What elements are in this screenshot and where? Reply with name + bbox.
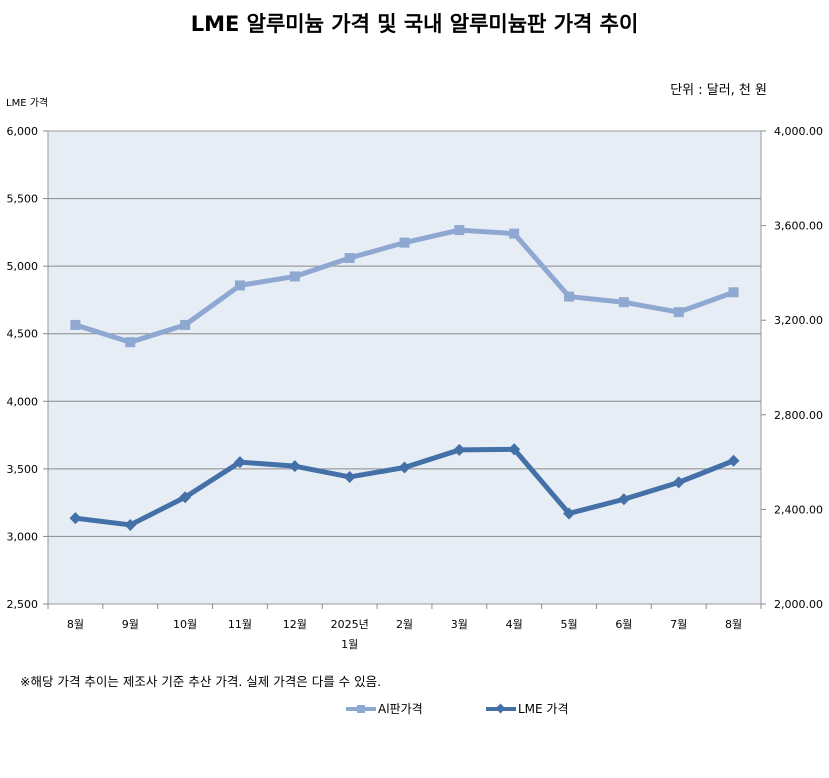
- x-tick-label: 4월: [506, 618, 523, 631]
- x-tick-label: 2025년: [331, 618, 369, 631]
- x-tick-label: 11월: [228, 618, 252, 631]
- unit-label: 단위 : 달러, 천 원: [670, 83, 767, 98]
- right-tick-label: 2,400.00: [774, 503, 823, 516]
- legend-label-al: Al판가격: [378, 702, 423, 716]
- x-tick-label: 12월: [283, 618, 307, 631]
- left-tick-label: 5,000: [7, 260, 39, 273]
- legend-label-lme: LME 가격: [518, 702, 569, 716]
- right-tick-label: 3,200.00: [774, 314, 823, 327]
- left-tick-label: 6,000: [7, 125, 39, 138]
- data-point: [69, 512, 82, 525]
- data-point: [125, 337, 136, 348]
- x-tick-label: 3월: [451, 618, 468, 631]
- left-tick-label: 2,500: [7, 598, 39, 611]
- data-point: [508, 443, 521, 456]
- right-tick-label: 2,000.00: [774, 598, 823, 611]
- data-point: [289, 271, 300, 282]
- chart-title: LME 알루미늄 가격 및 국내 알루미늄판 가격 추이: [190, 12, 639, 36]
- data-point: [454, 225, 465, 236]
- left-tick-label: 4,500: [7, 328, 39, 341]
- data-point: [672, 476, 685, 489]
- data-point: [179, 491, 192, 504]
- line-chart: 2,500 3,000 3,500 4,000 4,500 5,000 5,500 6,000…: [7, 125, 823, 651]
- legend-swatch-al: [346, 703, 376, 715]
- data-point: [343, 470, 356, 483]
- data-point: [618, 297, 629, 308]
- data-point: [563, 507, 576, 520]
- data-point: [728, 287, 739, 298]
- data-point: [344, 253, 355, 264]
- legend-swatch-lme: [486, 703, 516, 715]
- footnote: ※해당 가격 추이는 제조사 기준 추산 가격. 실제 가격은 다를 수 있음.: [20, 674, 382, 689]
- data-point: [509, 228, 520, 239]
- data-point: [124, 518, 137, 531]
- left-tick-label: 3,500: [7, 463, 39, 476]
- data-point: [673, 307, 684, 318]
- left-tick-label: 4,000: [7, 395, 39, 408]
- x-tick-label: 2월: [396, 618, 413, 631]
- legend: Al판가격 LME 가격: [0, 700, 829, 720]
- x-tick-label: 10월: [173, 618, 197, 631]
- legend-item-al: Al판가격: [346, 700, 423, 717]
- x-tick-label: 8월: [725, 618, 742, 631]
- data-point: [234, 280, 245, 291]
- x-tick-label: 6월: [615, 618, 632, 631]
- data-point: [398, 461, 411, 474]
- x-tick-label: 7월: [670, 618, 687, 631]
- left-axis-label: LME 가격: [6, 98, 49, 109]
- data-point: [180, 319, 191, 330]
- x-tick-label: 1월: [341, 638, 358, 651]
- right-tick-label: 3,600.00: [774, 220, 823, 233]
- left-tick-label: 3,000: [7, 530, 39, 543]
- x-tick-label: 5월: [560, 618, 577, 631]
- right-tick-label: 4,000.00: [774, 125, 823, 138]
- data-point: [399, 237, 410, 248]
- x-tick-label: 8월: [67, 618, 84, 631]
- data-point: [727, 454, 740, 467]
- data-point: [233, 456, 246, 469]
- x-tick-label: 9월: [122, 618, 139, 631]
- left-tick-label: 5,500: [7, 193, 39, 206]
- data-point: [617, 493, 630, 506]
- data-point: [288, 460, 301, 473]
- legend-item-lme: LME 가격: [486, 700, 569, 717]
- data-point: [564, 291, 575, 302]
- plot-area: [47, 130, 762, 605]
- data-point: [453, 443, 466, 456]
- right-tick-label: 2,800.00: [774, 409, 823, 422]
- data-point: [70, 319, 81, 330]
